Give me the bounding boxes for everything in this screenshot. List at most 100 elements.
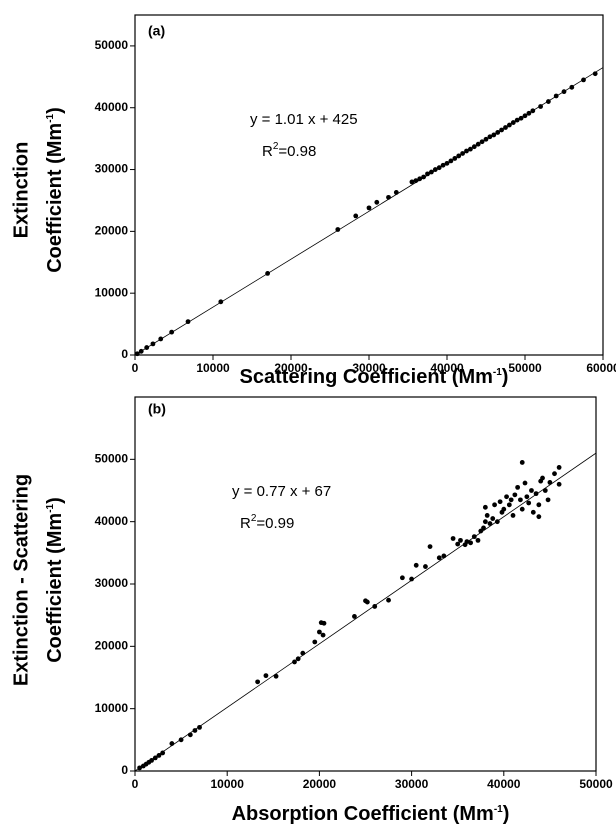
r-squared-part: 2 — [251, 513, 257, 524]
data-point — [399, 575, 405, 581]
r-squared: R2=0.98 — [262, 141, 316, 160]
data-point — [506, 502, 512, 508]
data-point — [295, 656, 301, 662]
x-axis-label-part: Absorption Coefficient (Mm — [232, 803, 494, 825]
data-point — [366, 205, 372, 211]
y-tick-label: 30000 — [95, 576, 129, 590]
data-point — [522, 113, 528, 119]
data-point — [482, 519, 488, 525]
data-point — [134, 351, 140, 357]
data-point — [530, 509, 536, 515]
y-tick-label: 0 — [121, 347, 128, 361]
data-point — [556, 481, 562, 487]
data-point — [499, 127, 504, 133]
data-point — [156, 753, 162, 758]
y-axis-label: Extinction — [10, 142, 32, 239]
data-point — [185, 319, 191, 325]
x-axis-label-part: -1 — [493, 367, 502, 378]
data-point — [503, 125, 508, 130]
data-point — [160, 750, 166, 756]
data-point — [436, 555, 442, 561]
data-point — [455, 541, 461, 547]
x-axis-label-part: ) — [503, 803, 510, 825]
r-squared-part: R — [240, 515, 251, 532]
data-point — [444, 160, 450, 166]
data-point — [478, 528, 484, 534]
data-point — [425, 171, 430, 177]
data-point — [393, 190, 399, 195]
data-point — [529, 488, 534, 493]
data-point — [552, 471, 557, 477]
data-point — [494, 519, 500, 525]
data-point — [545, 497, 551, 503]
fit-line — [135, 452, 596, 771]
data-point — [464, 148, 469, 154]
data-point — [273, 673, 279, 679]
data-point — [495, 130, 501, 135]
plot-frame — [134, 396, 597, 772]
data-point — [540, 475, 545, 481]
y-axis-label: Coefficient (Mm-1) — [44, 497, 66, 663]
data-point — [524, 494, 530, 500]
data-point — [536, 502, 542, 508]
data-point — [491, 132, 497, 138]
y-tick-label: 40000 — [95, 100, 129, 114]
data-point — [421, 174, 426, 180]
data-point — [519, 506, 525, 512]
y-tick-label: 10000 — [95, 285, 129, 299]
data-point — [187, 732, 193, 738]
x-tick-label: 20000 — [274, 361, 308, 375]
r-squared-part: R — [262, 143, 273, 160]
data-point — [468, 146, 473, 152]
data-point — [427, 544, 433, 549]
data-point — [468, 540, 474, 546]
data-point — [561, 89, 567, 95]
data-point — [546, 99, 551, 104]
y-axis-label-part: Coefficient (Mm — [44, 513, 66, 663]
y-tick-label: 0 — [121, 763, 128, 777]
data-point — [501, 506, 507, 512]
x-tick-label: 40000 — [487, 777, 521, 791]
y-axis-label-part: -1 — [45, 113, 56, 122]
y-tick-label: 20000 — [95, 639, 129, 653]
y-axis-label-part: Coefficient (Mm — [44, 123, 66, 273]
x-tick-label: 30000 — [395, 777, 429, 791]
data-point — [519, 460, 525, 465]
y-tick-label: 30000 — [95, 162, 129, 176]
data-point — [569, 84, 575, 90]
data-point — [320, 632, 326, 638]
data-point — [300, 650, 306, 656]
r-squared: R2=0.99 — [240, 513, 294, 532]
annotation: y = 1.01 x + 425 — [250, 111, 358, 128]
data-point — [471, 534, 477, 540]
data-point — [353, 213, 359, 219]
data-point — [197, 724, 202, 730]
data-point — [149, 758, 154, 763]
data-point — [452, 156, 458, 161]
data-point — [138, 348, 144, 354]
data-point — [460, 151, 465, 156]
data-point — [374, 199, 380, 205]
data-point — [169, 741, 175, 746]
panel-label: (b) — [148, 401, 166, 417]
data-point — [218, 299, 224, 305]
data-point — [192, 728, 198, 733]
x-tick-label: 10000 — [211, 777, 245, 791]
data-point — [255, 679, 261, 685]
x-tick-label: 0 — [132, 361, 139, 375]
data-point — [423, 564, 428, 569]
data-point — [169, 329, 175, 335]
data-point — [263, 673, 269, 679]
data-point — [526, 500, 532, 506]
data-point — [536, 514, 542, 520]
data-point — [448, 158, 454, 164]
data-point — [483, 136, 489, 142]
data-point — [429, 169, 434, 175]
data-point — [417, 176, 423, 182]
data-point — [317, 629, 322, 635]
y-axis-label-part: ) — [44, 497, 66, 504]
x-tick-label: 50000 — [508, 361, 542, 375]
data-point — [413, 178, 419, 184]
data-point — [137, 765, 143, 771]
